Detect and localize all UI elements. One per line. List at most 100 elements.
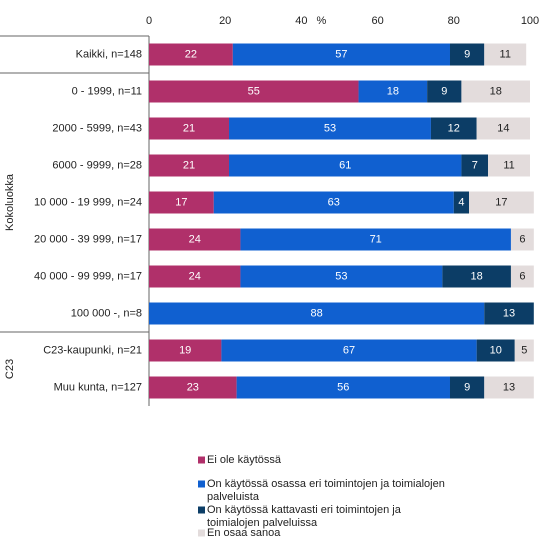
bar-segment (149, 228, 241, 251)
bars-layer (149, 43, 534, 399)
data-label: 67 (343, 345, 355, 357)
bar-segment (476, 339, 515, 362)
data-label: 56 (337, 382, 349, 394)
data-label: 10 (490, 345, 502, 357)
category-label: 10 000 - 19 999, n=24 (34, 197, 142, 209)
legend-swatch (198, 506, 205, 514)
bar-segment (469, 191, 534, 214)
bar-segment (510, 228, 534, 251)
bar-segment (358, 80, 428, 103)
x-tick-label: 40 (295, 15, 307, 27)
bar-segment (149, 154, 230, 177)
data-label: 9 (464, 382, 470, 394)
category-label: Muu kunta, n=127 (54, 382, 142, 394)
data-label: 5 (521, 345, 527, 357)
x-tick-label: 20 (219, 15, 231, 27)
bar-segment (488, 154, 530, 177)
labels-layer: Kaikki, n=148 22 57 9 110 - 1999, n=11 55 18 9 1… (34, 49, 527, 394)
bar-segment (149, 265, 241, 288)
data-label: 13 (503, 382, 515, 394)
bar-segment (461, 154, 489, 177)
data-label: 24 (189, 271, 201, 283)
data-label: 12 (448, 123, 460, 135)
category-label: C23-kaupunki, n=21 (43, 345, 142, 357)
legend: Ei ole käytössä On käytössä osassa eri to… (198, 454, 445, 539)
data-label: 7 (472, 160, 478, 172)
data-label: 11 (500, 49, 511, 61)
bar-segment (149, 117, 230, 140)
category-label: 40 000 - 99 999, n=17 (34, 271, 142, 283)
data-label: 24 (189, 234, 201, 246)
group-label: Kokoluokka (4, 173, 16, 231)
bar-segment (453, 191, 470, 214)
category-label: 2000 - 5999, n=43 (52, 123, 142, 135)
data-label: 23 (187, 382, 199, 394)
x-tick-label: 0 (146, 15, 152, 27)
legend-swatch (198, 456, 205, 464)
legend-label: Ei ole käytössä (207, 454, 282, 466)
legend-label: On käytössä kattavasti eri toimintojen j… (207, 504, 402, 529)
data-label: 71 (370, 234, 382, 246)
data-label: 21 (183, 123, 195, 135)
data-label: 18 (490, 86, 502, 98)
data-label: 19 (179, 345, 191, 357)
legend-label: On käytössä osassa eri toimintojen ja to… (207, 478, 445, 503)
group-label: C23 (4, 359, 16, 379)
bar-segment (232, 43, 450, 66)
data-label: 17 (175, 197, 187, 209)
x-tick-label: 60 (371, 15, 383, 27)
bar-segment (514, 339, 534, 362)
bar-segment (442, 265, 511, 288)
legend-swatch (198, 529, 205, 537)
data-label: 88 (311, 308, 323, 320)
bar-segment (229, 117, 431, 140)
data-label: 18 (471, 271, 483, 283)
bar-segment (449, 376, 485, 399)
category-label: 100 000 -, n=8 (71, 308, 142, 320)
bar-segment (461, 80, 530, 103)
bar-segment (149, 43, 233, 66)
data-label: 9 (441, 86, 447, 98)
bar-segment (236, 376, 450, 399)
bar-segment (213, 191, 454, 214)
data-label: 17 (495, 197, 507, 209)
data-label: 6 (519, 234, 525, 246)
data-label: 13 (503, 308, 515, 320)
bar-segment (484, 302, 534, 325)
data-label: 22 (185, 49, 197, 61)
data-label: 61 (339, 160, 351, 172)
x-tick-label: 100 (521, 15, 539, 27)
bar-segment (240, 228, 511, 251)
bar-segment (476, 117, 530, 140)
data-label: 14 (497, 123, 509, 135)
bar-segment (149, 191, 214, 214)
bar-segment (229, 154, 462, 177)
bar-segment (449, 43, 485, 66)
bar-segment (149, 80, 359, 103)
bar-segment (149, 376, 237, 399)
bar-segment (510, 265, 534, 288)
data-label: 11 (503, 160, 514, 172)
data-label: 55 (248, 86, 260, 98)
bar-segment (221, 339, 477, 362)
data-label: 6 (519, 271, 525, 283)
data-label: 4 (458, 197, 464, 209)
x-axis-label: % (317, 15, 327, 27)
x-tick-label: 80 (448, 15, 460, 27)
category-label: 20 000 - 39 999, n=17 (34, 234, 142, 246)
category-label: 6000 - 9999, n=28 (52, 160, 142, 172)
category-label: 0 - 1999, n=11 (72, 86, 142, 98)
bar-segment (240, 265, 443, 288)
legend-label: En osaa sanoa (207, 527, 281, 539)
data-label: 57 (335, 49, 347, 61)
data-label: 9 (464, 49, 470, 61)
data-label: 53 (324, 123, 336, 135)
data-label: 53 (335, 271, 347, 283)
data-label: 18 (387, 86, 399, 98)
bar-segment (149, 302, 485, 325)
bar-segment (149, 339, 222, 362)
data-label: 21 (183, 160, 195, 172)
data-label: 63 (328, 197, 340, 209)
bar-segment (427, 80, 462, 103)
